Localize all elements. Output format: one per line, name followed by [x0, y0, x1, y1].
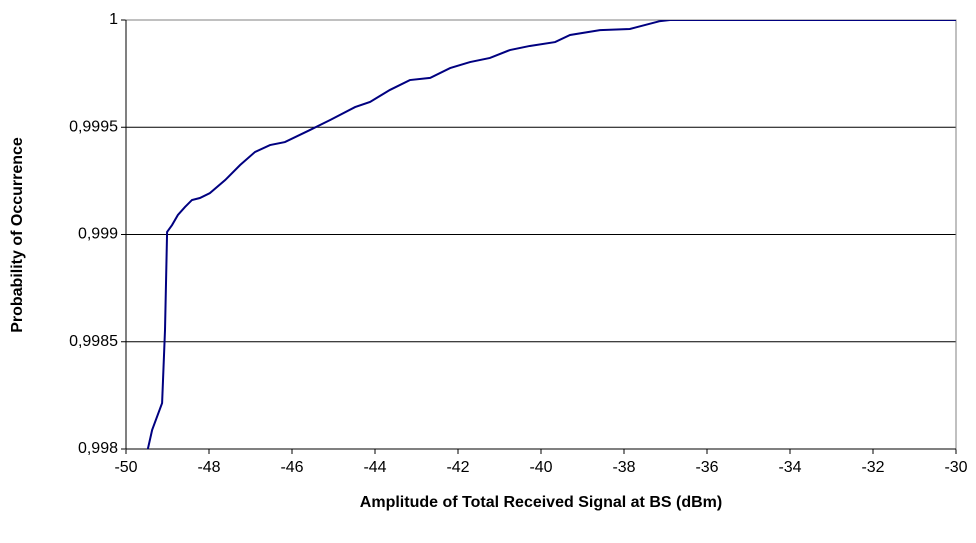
y-tick-label: 0,998: [78, 440, 118, 457]
x-tick-label: -44: [363, 459, 386, 476]
x-tick-label: -36: [695, 459, 718, 476]
y-axis-title: Probability of Occurrence: [9, 137, 26, 333]
y-tick-label: 0,9985: [69, 333, 118, 350]
x-tick-label: -38: [612, 459, 635, 476]
x-tick-label: -34: [778, 459, 801, 476]
line-series: [146, 20, 956, 449]
x-tick-label: -30: [944, 459, 967, 476]
x-tick-label: -50: [114, 459, 137, 476]
x-tick-label: -32: [861, 459, 884, 476]
x-tick-label: -48: [197, 459, 220, 476]
x-axis-title: Amplitude of Total Received Signal at BS…: [360, 494, 722, 511]
x-tick-label: -40: [529, 459, 552, 476]
y-tick-label: 1: [109, 11, 118, 28]
y-tick-label: 0,9995: [69, 118, 118, 135]
x-tick-label: -46: [280, 459, 303, 476]
x-tick-label: -42: [446, 459, 469, 476]
y-tick-label: 0,999: [78, 226, 118, 243]
